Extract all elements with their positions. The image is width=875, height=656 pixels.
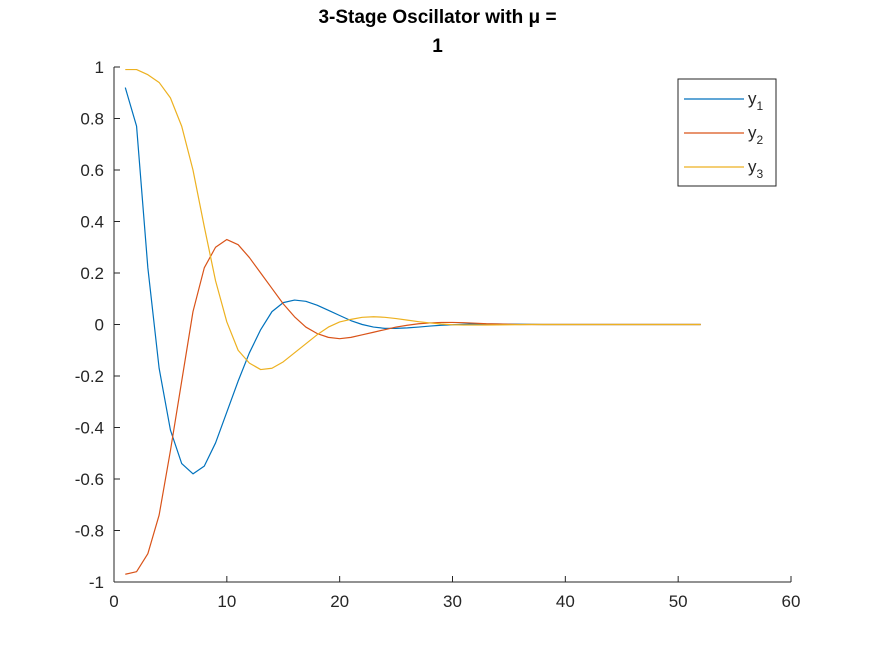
y-tick-label: -0.8 xyxy=(75,522,104,541)
legend-label-y3: y3 xyxy=(748,157,764,181)
y-tick-label: 0.2 xyxy=(80,264,104,283)
y-tick-label: -1 xyxy=(89,573,104,592)
legend-label-y2: y2 xyxy=(748,123,764,147)
x-tick-label: 40 xyxy=(556,592,575,611)
y-tick-label: 0.4 xyxy=(80,213,104,232)
x-tick-label: 20 xyxy=(330,592,349,611)
y-tick-label: 0.8 xyxy=(80,110,104,129)
y-tick-label: -0.4 xyxy=(75,419,104,438)
x-tick-label: 0 xyxy=(109,592,118,611)
series-line-y1 xyxy=(124,87,701,475)
chart-title: 3-Stage Oscillator with μ = xyxy=(318,7,557,28)
y-tick-label: 0.6 xyxy=(80,161,104,180)
x-tick-label: 50 xyxy=(669,592,688,611)
x-tick-label: 30 xyxy=(443,592,462,611)
series-line-y2 xyxy=(125,238,701,575)
x-tick-label: 10 xyxy=(217,592,236,611)
series-line-y3 xyxy=(125,68,701,371)
chart-title-value: 1 xyxy=(432,36,443,57)
y-tick-label: 0 xyxy=(95,316,104,335)
x-tick-label: 60 xyxy=(782,592,801,611)
y-tick-label: 1 xyxy=(95,58,104,77)
legend-label-y1: y1 xyxy=(748,89,764,113)
y-tick-label: -0.6 xyxy=(75,470,104,489)
y-tick-label: -0.2 xyxy=(75,367,104,386)
